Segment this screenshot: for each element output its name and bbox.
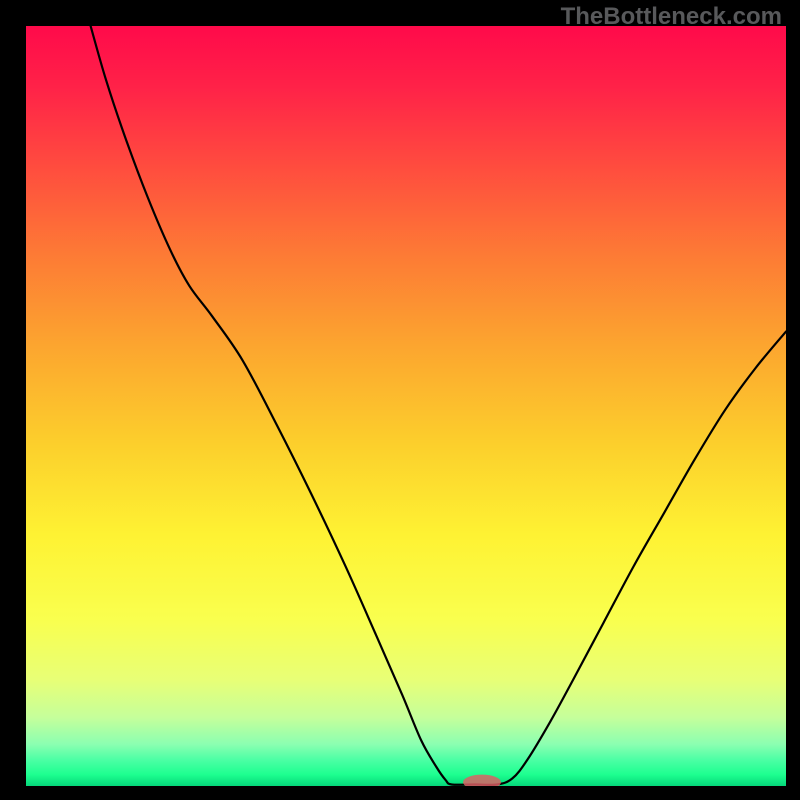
bottleneck-chart bbox=[26, 26, 786, 786]
gradient-background bbox=[26, 26, 786, 786]
chart-frame: TheBottleneck.com bbox=[0, 0, 800, 800]
